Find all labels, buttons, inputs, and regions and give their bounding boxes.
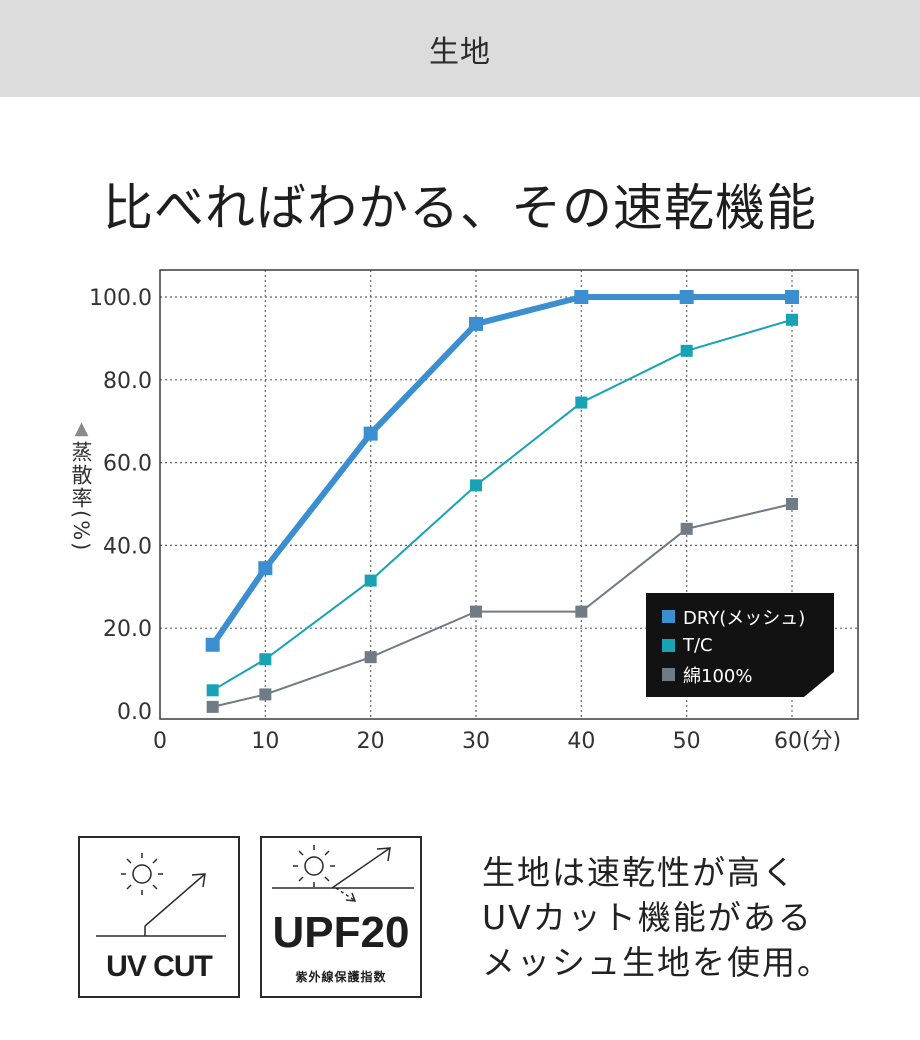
uv-cut-graphic [96,853,226,937]
data-point-marker [679,290,694,304]
dashed-penetration-arrow-icon [335,887,357,902]
y-tick-label: 40.0 [103,534,152,559]
data-point-marker [470,479,482,492]
legend-item-dry: DRY(メッシュ) [662,602,834,631]
description: 生地は速乾性が高く UVカット機能がある メッシュ生地を使用。 [482,850,892,985]
data-point-marker [680,344,693,357]
description-line-3: メッシュ生地を使用。 [482,943,832,982]
data-point-marker [786,498,798,510]
data-point-marker [363,426,378,441]
data-point-marker [574,290,589,304]
legend-item-tc: T/C [662,631,834,660]
data-point-marker [785,290,799,304]
data-point-marker [680,522,693,535]
header-band: 生地 [0,0,920,97]
reflect-arrow-icon [144,873,206,936]
header-title: 生地 [429,34,491,70]
x-tick-label: 60(分) [774,729,841,754]
sun-icon [121,853,163,895]
data-point-marker [205,637,220,652]
sun-icon [293,845,335,887]
legend-label-cotton: 綿100% [683,665,753,687]
x-tick-label: 10 [251,729,279,754]
series-lines [205,290,799,713]
x-tick-label: 20 [357,729,385,754]
x-tick-label: 40 [567,729,595,754]
reflect-arrow-icon [331,847,391,889]
y-axis-triangle-icon: ▲ [71,418,92,441]
uv-cut-label: UV CUT [106,950,213,983]
series-line-0 [210,294,792,647]
legend-swatch-cotton [662,668,675,681]
upf-sublabel: 紫外線保護指数 [295,970,387,984]
y-tick-label: 0.0 [117,700,152,725]
legend-swatch-tc [662,639,675,652]
chart-legend: DRY(メッシュ) T/C 綿100% [646,593,834,697]
data-point-marker [206,684,219,697]
data-point-marker [469,316,483,331]
legend-swatch-dry [662,610,675,623]
y-axis-label-text: 蒸散率(%) [69,441,93,553]
upf-label: UPF20 [272,908,410,957]
x-tick-label: 50 [673,729,701,754]
description-line-2: UVカット機能がある [482,898,813,937]
data-point-marker [786,313,798,326]
data-point-marker [258,561,273,576]
data-point-marker [364,574,377,587]
tick-labels: 0 10 20 30 40 50 60(分) 0.0 20.0 40.0 60.0 80.0 100.0 [89,286,841,754]
data-point-marker [575,605,588,618]
legend-item-cotton: 綿100% [662,660,834,689]
upf-badge: UPF20 紫外線保護指数 [260,836,422,998]
data-point-marker [364,651,377,664]
upf-graphic [272,845,414,902]
data-point-marker [259,688,272,701]
data-point-marker [206,700,219,713]
legend-label-dry: DRY(メッシュ) [683,607,806,629]
data-point-marker [470,605,482,618]
data-point-marker [259,653,272,666]
uv-cut-badge: UV CUT [78,836,240,998]
y-tick-label: 60.0 [103,452,152,477]
evaporation-line-chart: 0 10 20 30 40 50 60(分) 0.0 20.0 40.0 60.0 80.0 100.0 [89,269,859,754]
y-tick-label: 20.0 [103,617,152,642]
data-point-marker [575,396,588,409]
description-line-1: 生地は速乾性が高く [482,853,797,892]
headline: 比べればわかる、その速乾機能 [103,179,817,237]
x-tick-label: 0 [153,729,167,754]
y-tick-label: 100.0 [89,286,152,311]
y-tick-label: 80.0 [103,369,152,394]
plot-frame [159,269,859,720]
x-tick-label: 30 [462,729,490,754]
y-axis-label: ▲蒸散率(%) [56,418,96,552]
legend-label-tc: T/C [683,635,713,656]
